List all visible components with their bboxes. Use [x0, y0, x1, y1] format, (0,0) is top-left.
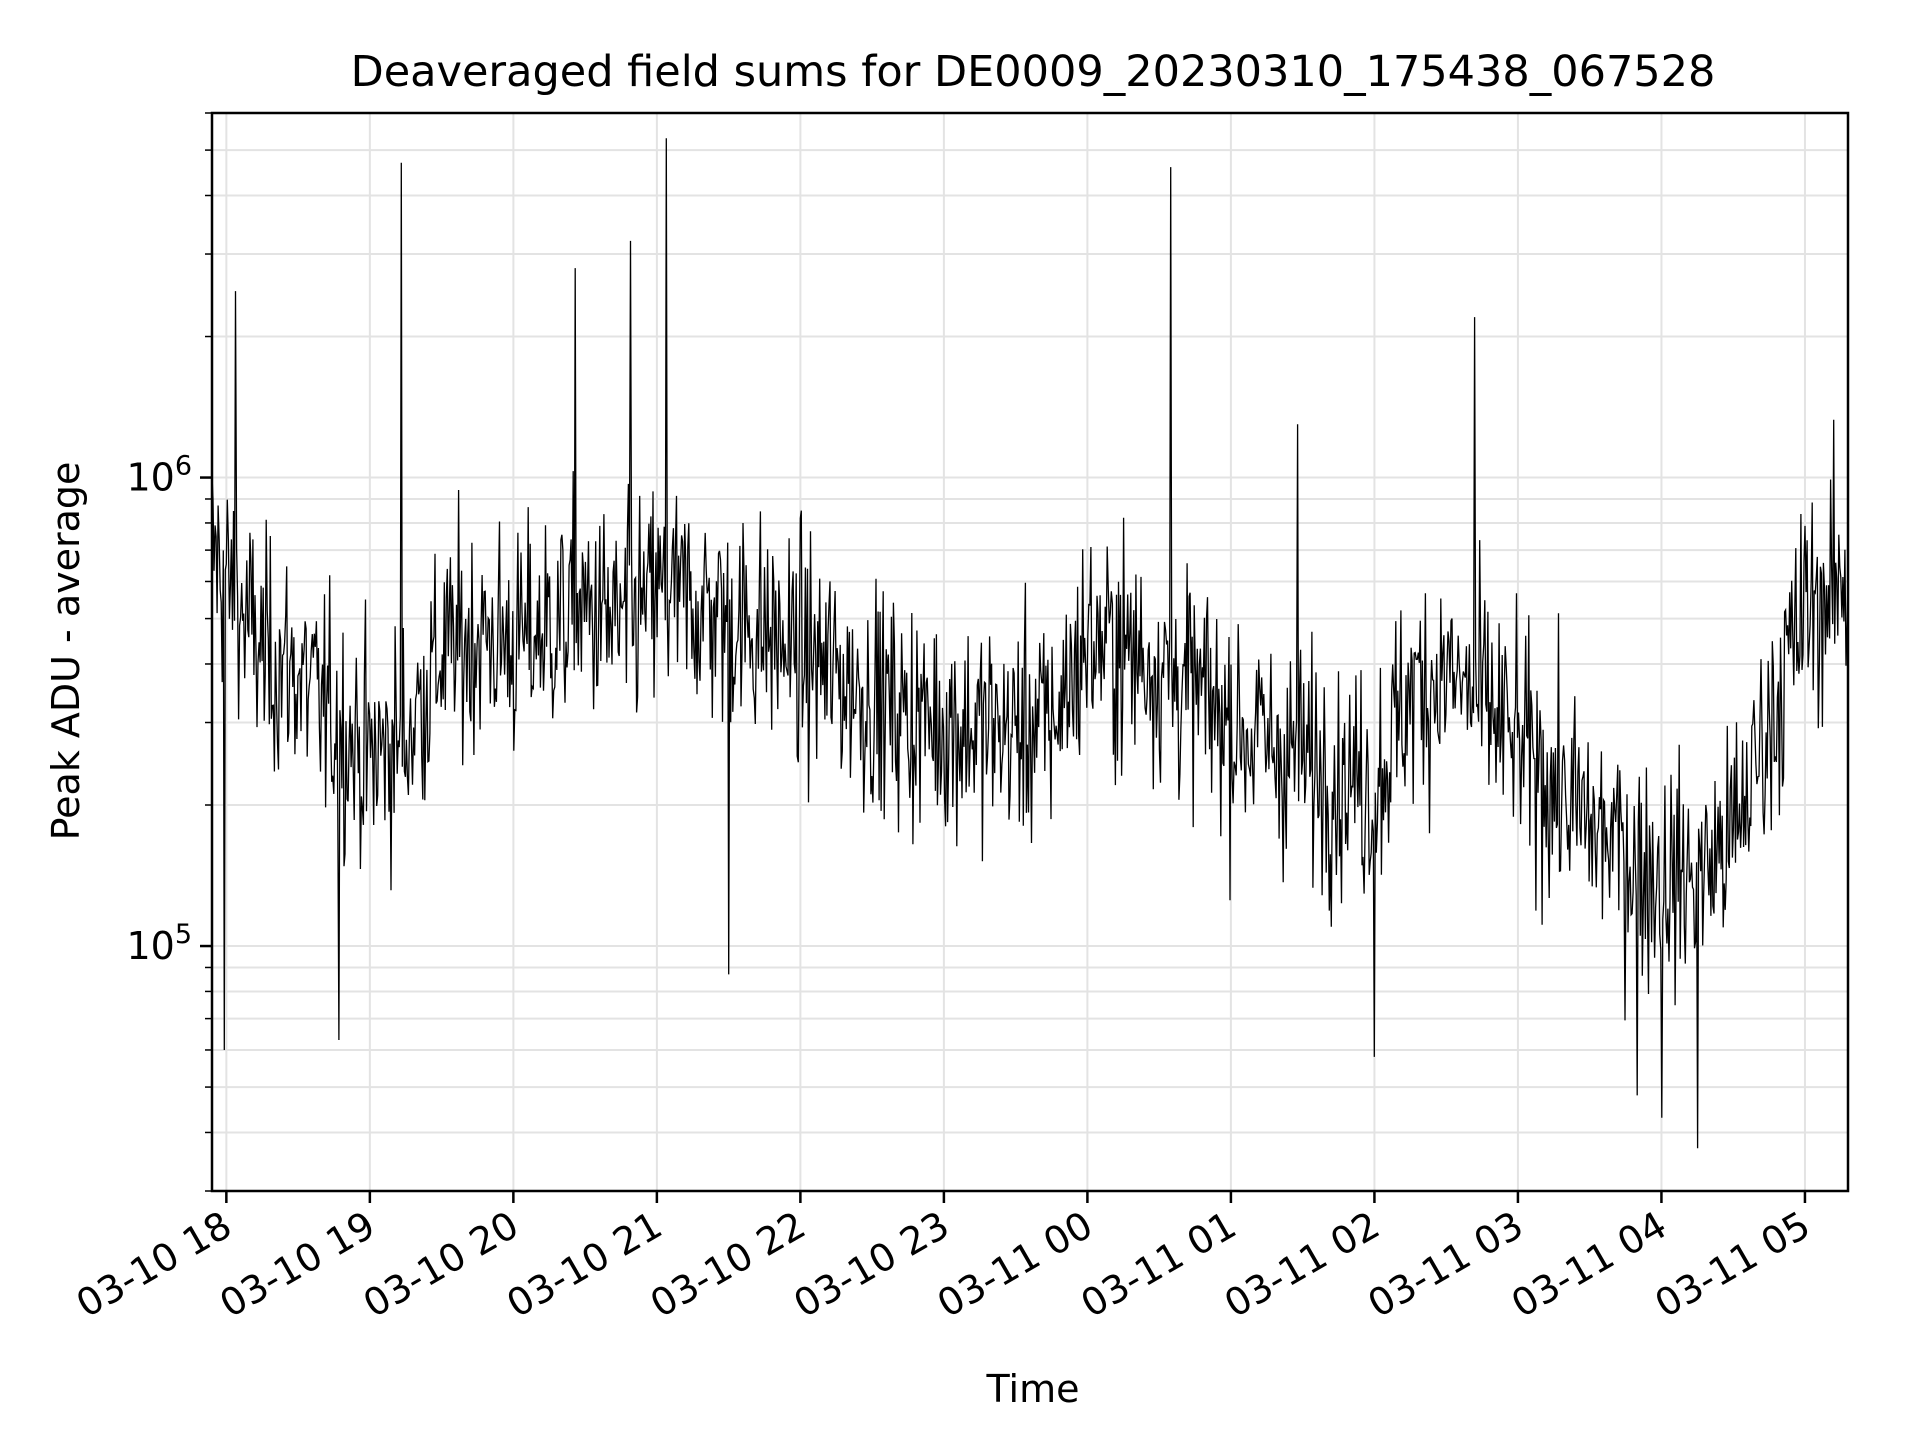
x-tick-label: 03-11 01 [1073, 1203, 1243, 1327]
x-tick-label: 03-11 05 [1647, 1203, 1817, 1327]
y-tick-label: 105 [126, 919, 192, 968]
y-axis-ticks: 105 106 [126, 112, 212, 1192]
x-tick-label: 03-11 04 [1504, 1203, 1674, 1327]
x-tick-label: 03-10 23 [786, 1203, 956, 1327]
x-tick-label: 03-10 19 [212, 1203, 382, 1327]
series-line [211, 138, 1849, 1149]
y-axis-label: Peak ADU - average [44, 462, 88, 841]
x-tick-label: 03-11 03 [1360, 1203, 1530, 1327]
y-tick-label: 106 [126, 451, 192, 500]
chart-title: Deaveraged field sums for DE0009_2023031… [351, 47, 1716, 97]
x-tick-label: 03-10 20 [356, 1203, 526, 1327]
plot-frame [210, 111, 1850, 1193]
x-tick-label: 03-11 00 [930, 1203, 1100, 1327]
x-tick-label: 03-10 21 [499, 1203, 669, 1327]
x-tick-label: 03-10 18 [69, 1203, 239, 1327]
x-tick-label: 03-11 02 [1217, 1203, 1387, 1327]
x-axis-label: Time [986, 1367, 1080, 1411]
series-layer [211, 138, 1849, 1149]
x-tick-label: 03-10 22 [643, 1203, 813, 1327]
